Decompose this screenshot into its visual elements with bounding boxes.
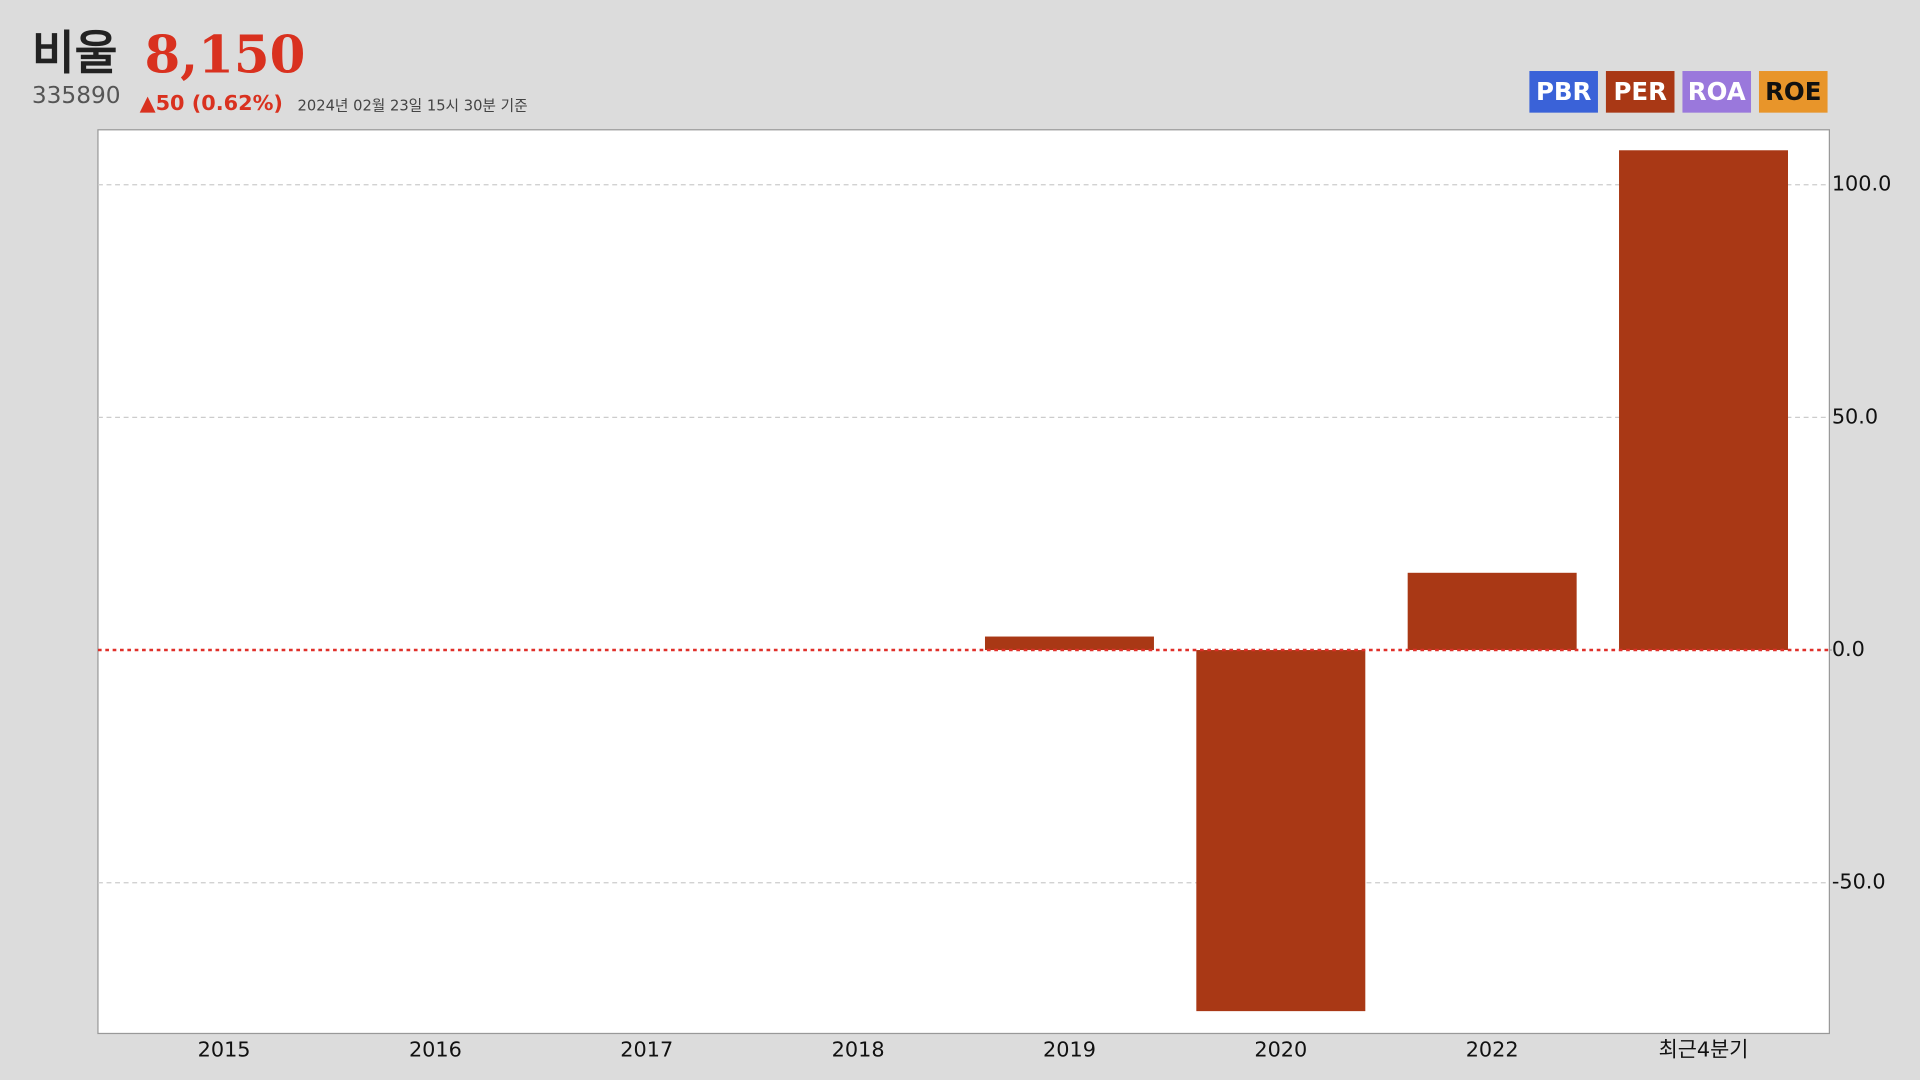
y-tick-label: -50.0 bbox=[1832, 870, 1886, 894]
tab-label[interactable]: PBR bbox=[1536, 77, 1592, 106]
bar bbox=[1196, 650, 1366, 1012]
bar bbox=[1407, 572, 1577, 651]
bar bbox=[984, 636, 1154, 651]
tab-label[interactable]: ROE bbox=[1765, 77, 1821, 106]
x-tick-label: 2020 bbox=[1254, 1038, 1307, 1062]
y-tick-label: 100.0 bbox=[1832, 172, 1892, 196]
x-tick-label: 2022 bbox=[1466, 1038, 1519, 1062]
stock-code: 335890 bbox=[32, 82, 121, 109]
y-tick-label: 0.0 bbox=[1832, 637, 1865, 661]
tab-label[interactable]: ROA bbox=[1688, 77, 1746, 106]
y-tick-label: 50.0 bbox=[1832, 404, 1878, 428]
x-tick-label: 2015 bbox=[198, 1038, 251, 1062]
tab-button[interactable] bbox=[1758, 71, 1828, 113]
bar bbox=[1619, 150, 1788, 651]
tab-button[interactable] bbox=[1529, 71, 1598, 113]
stock-name: 비울 bbox=[32, 26, 118, 80]
x-tick-label: 2018 bbox=[832, 1038, 885, 1062]
x-tick-label: 2016 bbox=[409, 1038, 462, 1062]
tab-button[interactable] bbox=[1605, 71, 1675, 113]
stock-price: 8,150 bbox=[144, 25, 305, 85]
timestamp: 2024년 02월 23일 15시 30분 기준 bbox=[298, 98, 528, 115]
tab-button[interactable] bbox=[1682, 71, 1752, 113]
price-change: ▲50 (0.62%) bbox=[140, 91, 283, 115]
tab-label[interactable]: PER bbox=[1613, 77, 1667, 106]
x-tick-label: 2019 bbox=[1043, 1038, 1096, 1062]
x-tick-label: 최근4분기 bbox=[1659, 1038, 1749, 1062]
x-tick-label: 2017 bbox=[620, 1038, 673, 1062]
